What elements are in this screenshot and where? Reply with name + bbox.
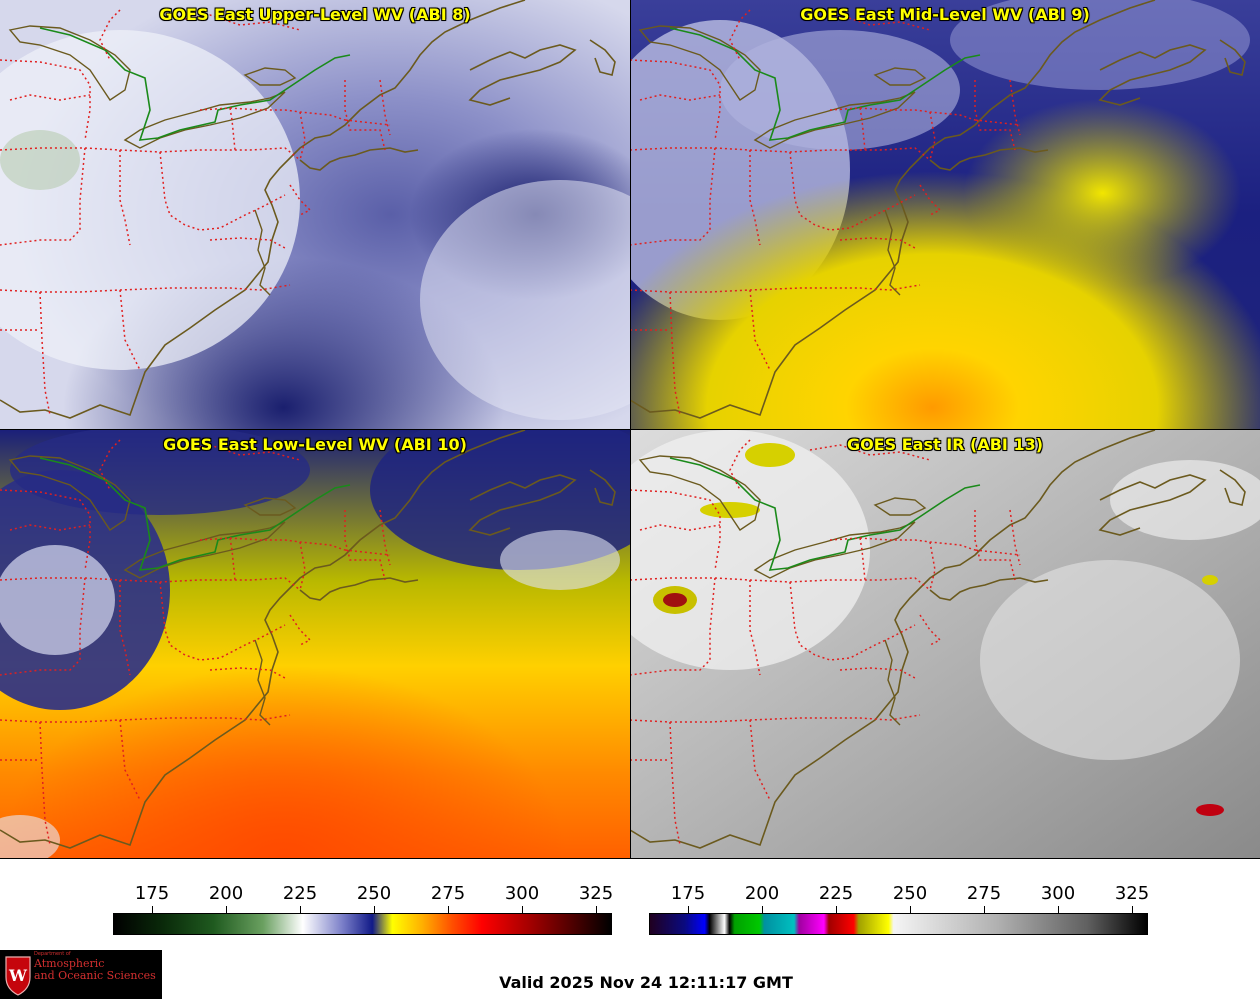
ir-scale-tick	[1058, 906, 1059, 914]
ir-scale-label: 225	[818, 883, 854, 904]
ir-scale-tick	[910, 906, 911, 914]
wv-scale-label: 200	[208, 883, 244, 904]
panel-divider-horizontal	[0, 429, 1260, 430]
wv-scale-label: 325	[578, 883, 614, 904]
panel-bottom-border	[0, 858, 1260, 859]
wv-scale-tick	[596, 906, 597, 914]
wv-color-bar	[113, 913, 612, 935]
ir-scale-label: 300	[1040, 883, 1076, 904]
upper-level-wv-image	[0, 0, 630, 429]
mid-level-wv-image	[630, 0, 1260, 429]
panel-title: GOES East IR (ABI 13)	[846, 435, 1044, 454]
valid-time: Valid 2025 Nov 24 12:11:17 GMT	[499, 973, 793, 992]
ir-scale-tick	[984, 906, 985, 914]
wv-color-scale: 175 200 225 250 275 300 325	[113, 880, 613, 940]
wv-scale-tick	[448, 906, 449, 914]
panel-mid-level-wv: GOES East Mid-Level WV (ABI 9)	[630, 0, 1260, 429]
wv-scale-tick	[374, 906, 375, 914]
wv-scale-tick	[300, 906, 301, 914]
logo-line-2: and Oceanic Sciences	[34, 969, 156, 982]
panel-ir: GOES East IR (ABI 13)	[630, 430, 1260, 859]
ir-scale-label: 325	[1114, 883, 1150, 904]
panel-title: GOES East Low-Level WV (ABI 10)	[163, 435, 467, 454]
svg-text:W: W	[8, 966, 28, 985]
ir-scale-label: 275	[966, 883, 1002, 904]
wv-scale-label: 175	[134, 883, 170, 904]
ir-scale-label: 175	[670, 883, 706, 904]
ir-scale-tick	[1132, 906, 1133, 914]
wv-scale-tick	[152, 906, 153, 914]
wv-scale-tick	[522, 906, 523, 914]
panel-title: GOES East Mid-Level WV (ABI 9)	[800, 5, 1090, 24]
ir-color-scale: 175 200 225 250 275 300 325	[649, 880, 1149, 940]
logo-line-1: Atmospheric	[34, 957, 105, 970]
wv-scale-label: 250	[356, 883, 392, 904]
ir-scale-tick	[688, 906, 689, 914]
low-level-wv-image	[0, 430, 630, 859]
panel-title: GOES East Upper-Level WV (ABI 8)	[159, 5, 471, 24]
logo-department-text: Department of	[34, 951, 71, 957]
wv-scale-label: 225	[282, 883, 318, 904]
panel-upper-level-wv: GOES East Upper-Level WV (ABI 8)	[0, 0, 630, 429]
aos-logo: W Department of Atmospheric and Oceanic …	[0, 950, 162, 999]
wv-scale-label: 300	[504, 883, 540, 904]
wv-scale-label: 275	[430, 883, 466, 904]
logo-text: Atmospheric and Oceanic Sciences	[34, 958, 156, 982]
ir-color-bar	[649, 913, 1148, 935]
wv-scale-tick	[226, 906, 227, 914]
ir-scale-label: 250	[892, 883, 928, 904]
ir-scale-tick	[836, 906, 837, 914]
ir-image	[630, 430, 1260, 859]
ir-scale-label: 200	[744, 883, 780, 904]
uw-crest-icon: W	[5, 956, 31, 996]
panel-low-level-wv: GOES East Low-Level WV (ABI 10)	[0, 430, 630, 859]
ir-scale-tick	[762, 906, 763, 914]
